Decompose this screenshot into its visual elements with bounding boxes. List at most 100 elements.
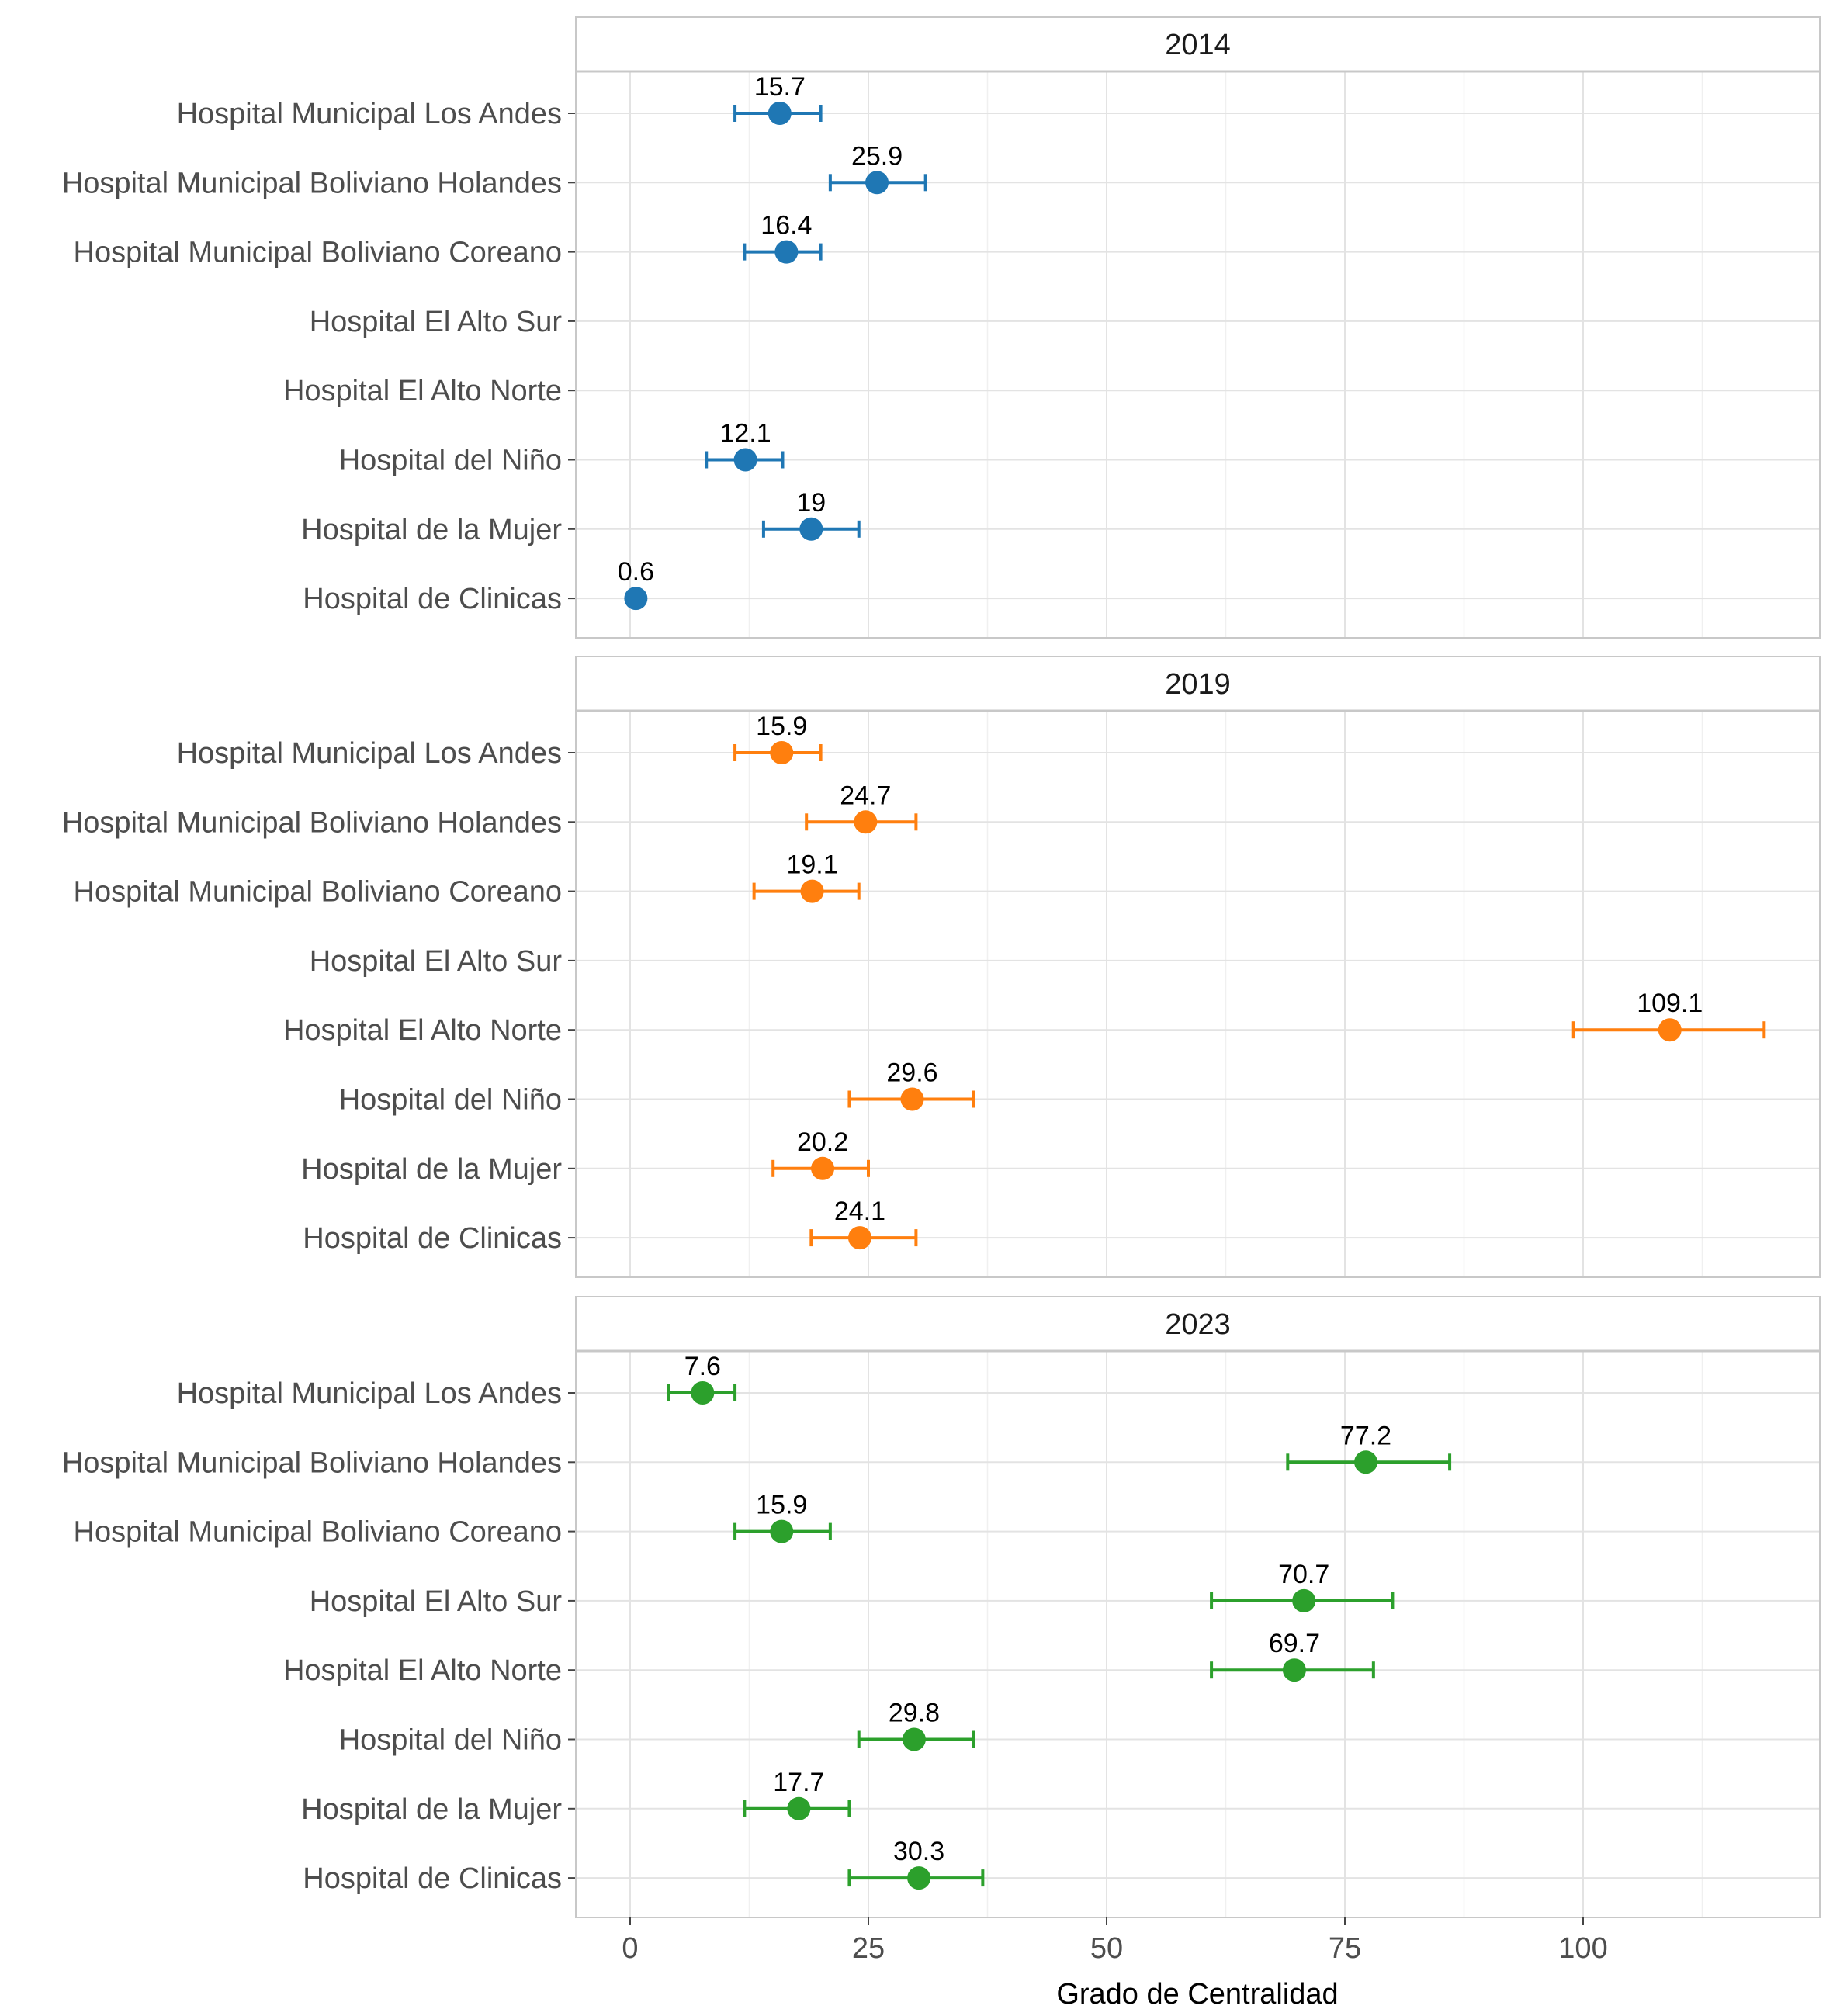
y-tick-label: Hospital Municipal Boliviano Coreano <box>74 876 562 909</box>
data-point <box>799 517 823 541</box>
y-tick-label: Hospital de Clinicas <box>303 1222 562 1255</box>
data-point-group: 30.3 <box>847 1837 985 1890</box>
facet-panel-2014: 2014 Hospital Municipal Los Andes Hospital… <box>62 16 1821 639</box>
data-point <box>770 741 794 764</box>
data-label: 70.7 <box>1278 1560 1329 1589</box>
data-point <box>811 1156 835 1180</box>
data-point-group: 25.9 <box>828 141 927 195</box>
data-point-group: 24.7 <box>805 781 918 834</box>
data-point-group: 15.7 <box>733 72 823 125</box>
y-tick-label: Hospital Municipal Boliviano Coreano <box>74 1516 562 1549</box>
facet-strip <box>575 16 1821 72</box>
data-label: 20.2 <box>797 1128 848 1157</box>
data-point <box>1282 1658 1306 1682</box>
data-label: 29.8 <box>889 1699 940 1728</box>
data-label: 0.6 <box>618 557 654 587</box>
data-point-group: 109.1 <box>1571 989 1766 1042</box>
y-tick-label: Hospital El Alto Sur <box>310 306 563 338</box>
y-tick-label: Hospital de la Mujer <box>301 514 562 546</box>
data-point-group: 77.2 <box>1286 1421 1452 1474</box>
facet-strip-label: 2014 <box>1165 29 1231 61</box>
data-point-group: 20.2 <box>771 1128 870 1180</box>
data-point <box>691 1381 715 1405</box>
data-point <box>1292 1588 1316 1612</box>
facet-strip-label: 2023 <box>1165 1308 1231 1341</box>
data-point-group: 70.7 <box>1210 1560 1395 1612</box>
data-point <box>865 171 889 195</box>
data-point-group: 15.9 <box>733 712 823 764</box>
facet-strip <box>575 1296 1821 1352</box>
y-tick-label: Hospital Municipal Boliviano Holandes <box>62 167 562 199</box>
plot-background <box>576 71 1820 638</box>
data-point-group: 29.8 <box>857 1699 975 1751</box>
y-tick-label: Hospital Municipal Boliviano Holandes <box>62 1446 562 1479</box>
data-label: 15.9 <box>756 712 807 741</box>
x-tick-label: 25 <box>852 1932 885 1965</box>
y-tick-label: Hospital El Alto Sur <box>310 945 563 978</box>
data-point <box>733 448 757 472</box>
data-point <box>624 587 648 611</box>
x-axis-title: Grado de Centralidad <box>1056 1978 1338 2011</box>
data-point <box>1354 1450 1378 1474</box>
facet-panel-2023: 2023 Hospital Municipal Los Andes Hospital… <box>62 1296 1821 1918</box>
y-tick-label: Hospital del Niño <box>339 445 562 477</box>
data-label: 15.7 <box>754 72 806 102</box>
data-label: 7.6 <box>684 1352 721 1381</box>
y-tick-label: Hospital Municipal Boliviano Holandes <box>62 806 562 839</box>
data-label: 19 <box>796 488 826 518</box>
data-label: 15.9 <box>756 1491 807 1520</box>
data-point-group: 29.6 <box>847 1058 975 1111</box>
data-label: 24.7 <box>840 781 891 810</box>
data-label: 17.7 <box>773 1768 824 1797</box>
data-point-group: 24.1 <box>809 1197 918 1250</box>
y-tick-label: Hospital Municipal Los Andes <box>177 1377 562 1410</box>
y-tick-label: Hospital de la Mujer <box>301 1153 562 1186</box>
data-point <box>907 1866 931 1890</box>
data-point-group: 16.4 <box>743 211 823 264</box>
data-point <box>1658 1018 1682 1042</box>
data-point-group: 17.7 <box>743 1768 851 1820</box>
x-tick-label: 50 <box>1090 1932 1123 1965</box>
x-tick-label: 75 <box>1329 1932 1361 1965</box>
data-point-group: 15.9 <box>733 1491 832 1543</box>
y-tick-label: Hospital El Alto Norte <box>283 1654 562 1687</box>
plot-background <box>576 711 1820 1277</box>
data-point <box>768 102 792 125</box>
data-point-group: 19 <box>761 488 861 541</box>
data-label: 12.1 <box>719 419 771 449</box>
data-point-group: 12.1 <box>705 419 785 472</box>
x-axis: 0 25 50 75 100 <box>622 1917 1608 1965</box>
data-point <box>854 810 878 834</box>
data-label: 19.1 <box>786 850 837 880</box>
data-point <box>902 1727 926 1751</box>
data-point-group: 7.6 <box>667 1352 737 1405</box>
y-tick-label: Hospital del Niño <box>339 1724 562 1757</box>
data-point-group: 0.6 <box>618 557 654 611</box>
plot-background <box>576 1351 1820 1917</box>
facet-panel-2019: 2019 Hospital Municipal Los Andes Hospital… <box>62 656 1821 1278</box>
y-tick-label: Hospital de la Mujer <box>301 1793 562 1826</box>
data-label: 25.9 <box>851 141 903 171</box>
y-tick-label: Hospital de Clinicas <box>303 1862 562 1895</box>
x-tick-label: 100 <box>1558 1932 1607 1965</box>
facets-layer: 2014 Hospital Municipal Los Andes Hospital… <box>62 16 1821 1965</box>
data-point-group: 19.1 <box>752 850 861 903</box>
y-tick-label: Hospital El Alto Sur <box>310 1585 563 1618</box>
data-label: 24.1 <box>834 1197 885 1226</box>
data-point <box>774 240 799 264</box>
data-label: 77.2 <box>1340 1421 1391 1450</box>
x-tick-label: 0 <box>622 1932 638 1965</box>
data-point-group: 69.7 <box>1210 1629 1375 1682</box>
data-label: 69.7 <box>1269 1629 1320 1658</box>
y-tick-label: Hospital Municipal Los Andes <box>177 737 562 770</box>
data-label: 30.3 <box>893 1837 944 1866</box>
y-tick-label: Hospital El Alto Norte <box>283 1014 562 1047</box>
data-point <box>900 1087 924 1111</box>
y-tick-label: Hospital El Alto Norte <box>283 375 562 407</box>
data-point <box>800 879 824 903</box>
data-label: 109.1 <box>1637 989 1703 1018</box>
y-tick-label: Hospital del Niño <box>339 1084 562 1117</box>
y-tick-label: Hospital Municipal Los Andes <box>177 98 562 130</box>
data-point <box>787 1796 811 1820</box>
